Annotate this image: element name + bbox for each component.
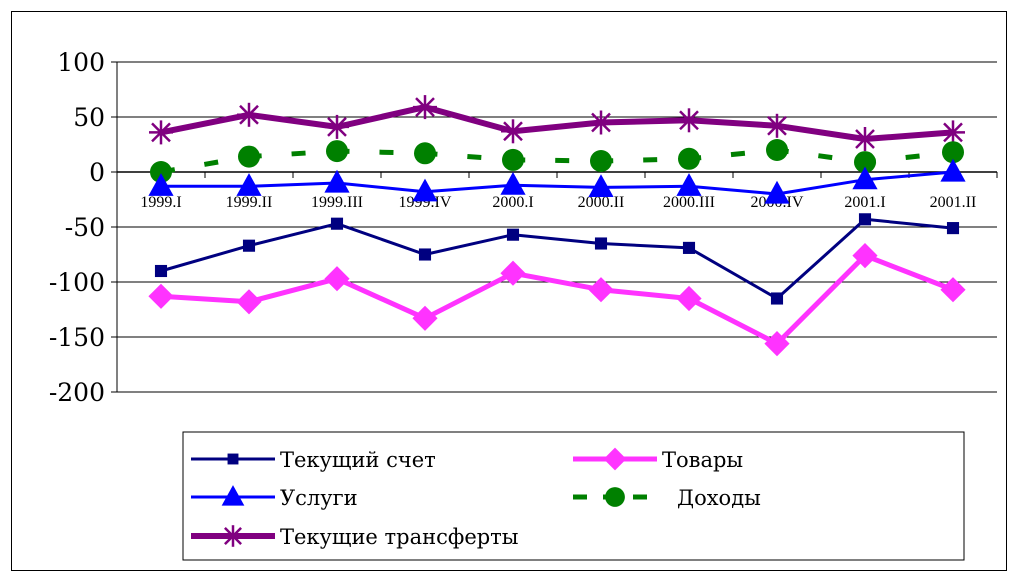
data-point bbox=[154, 264, 168, 278]
x-tick-label: 2000.III bbox=[663, 194, 715, 211]
data-point bbox=[500, 172, 526, 195]
legend-marker bbox=[221, 485, 245, 506]
legend-marker bbox=[227, 453, 239, 465]
data-point bbox=[858, 213, 872, 226]
series-line bbox=[160, 217, 954, 300]
data-point bbox=[942, 141, 964, 164]
data-point bbox=[940, 158, 966, 182]
data-point bbox=[676, 173, 702, 196]
data-point bbox=[594, 237, 608, 250]
x-tick-label: 1999.II bbox=[226, 194, 273, 211]
data-point bbox=[770, 292, 784, 305]
data-point bbox=[676, 285, 702, 312]
x-tick-label: 1999.I bbox=[140, 194, 181, 211]
data-point bbox=[852, 166, 878, 190]
data-point bbox=[590, 150, 612, 172]
legend-label: Текущие трансферты bbox=[280, 525, 519, 549]
data-point bbox=[414, 142, 436, 165]
data-point bbox=[500, 260, 526, 286]
y-tick-label: -100 bbox=[49, 268, 105, 297]
legend-label: Товары bbox=[662, 448, 743, 472]
data-point bbox=[852, 243, 878, 269]
y-tick-label: 50 bbox=[73, 103, 105, 132]
legend: Текущий счет Товары Услуги Доходы Текущие тр… bbox=[182, 431, 965, 561]
data-point bbox=[506, 228, 520, 241]
legend-label: Услуги bbox=[280, 486, 358, 510]
data-point bbox=[324, 169, 350, 193]
y-tick-label: -50 bbox=[65, 213, 105, 242]
y-axis: 100 50 0 -50 -100 -150 -200 bbox=[49, 48, 118, 407]
data-point bbox=[325, 114, 349, 139]
x-axis: 1999.I 1999.II 1999.III 1999.IV 2000.I 2000.I… bbox=[116, 171, 998, 211]
data-point bbox=[413, 95, 437, 120]
data-point bbox=[502, 148, 524, 171]
series-line bbox=[160, 104, 954, 142]
data-point bbox=[940, 277, 966, 303]
data-point bbox=[764, 180, 790, 204]
data-point bbox=[238, 145, 260, 168]
legend-marker bbox=[603, 447, 627, 471]
data-point bbox=[148, 173, 174, 196]
y-tick-label: 100 bbox=[57, 48, 105, 77]
data-point bbox=[854, 151, 876, 174]
data-point bbox=[678, 147, 700, 170]
data-point bbox=[326, 140, 348, 163]
series-line bbox=[161, 170, 954, 196]
data-point bbox=[236, 289, 262, 315]
data-point bbox=[766, 139, 788, 161]
data-point bbox=[682, 241, 696, 254]
x-tick-label: 2000.II bbox=[578, 194, 625, 211]
legend-marker bbox=[222, 525, 244, 547]
data-point bbox=[236, 173, 262, 196]
data-point bbox=[412, 178, 438, 202]
legend-marker bbox=[605, 487, 625, 507]
legend-label: Текущий счет bbox=[280, 448, 436, 472]
data-point bbox=[242, 239, 256, 252]
data-point bbox=[588, 277, 614, 303]
data-point bbox=[589, 110, 613, 135]
data-point bbox=[149, 120, 173, 145]
y-tick-label: -150 bbox=[49, 323, 105, 352]
data-point bbox=[324, 266, 350, 292]
series-line bbox=[160, 147, 954, 175]
data-point bbox=[853, 127, 877, 151]
data-point bbox=[946, 222, 960, 235]
data-point bbox=[941, 120, 965, 145]
series-markers bbox=[148, 95, 966, 357]
data-point bbox=[412, 305, 438, 331]
data-point bbox=[150, 161, 172, 183]
series-line bbox=[160, 253, 954, 347]
data-point bbox=[330, 217, 344, 230]
data-point bbox=[765, 113, 789, 138]
y-tick-label: -200 bbox=[49, 378, 105, 407]
series-lines bbox=[160, 104, 954, 347]
x-tick-label: 2001.I bbox=[844, 194, 885, 211]
data-point bbox=[501, 119, 525, 144]
data-point bbox=[418, 248, 432, 261]
x-tick-label: 2000.I bbox=[492, 194, 533, 211]
data-point bbox=[677, 108, 701, 133]
legend-label: Доходы bbox=[677, 486, 761, 510]
data-point bbox=[148, 283, 174, 309]
x-tick-label: 2001.II bbox=[930, 194, 977, 211]
data-point bbox=[237, 102, 261, 127]
data-point bbox=[588, 174, 614, 197]
y-tick-label: 0 bbox=[89, 158, 105, 187]
x-tick-label: 1999.III bbox=[311, 194, 363, 211]
data-point bbox=[764, 331, 790, 357]
x-tick-label: 1999.IV bbox=[399, 194, 452, 211]
